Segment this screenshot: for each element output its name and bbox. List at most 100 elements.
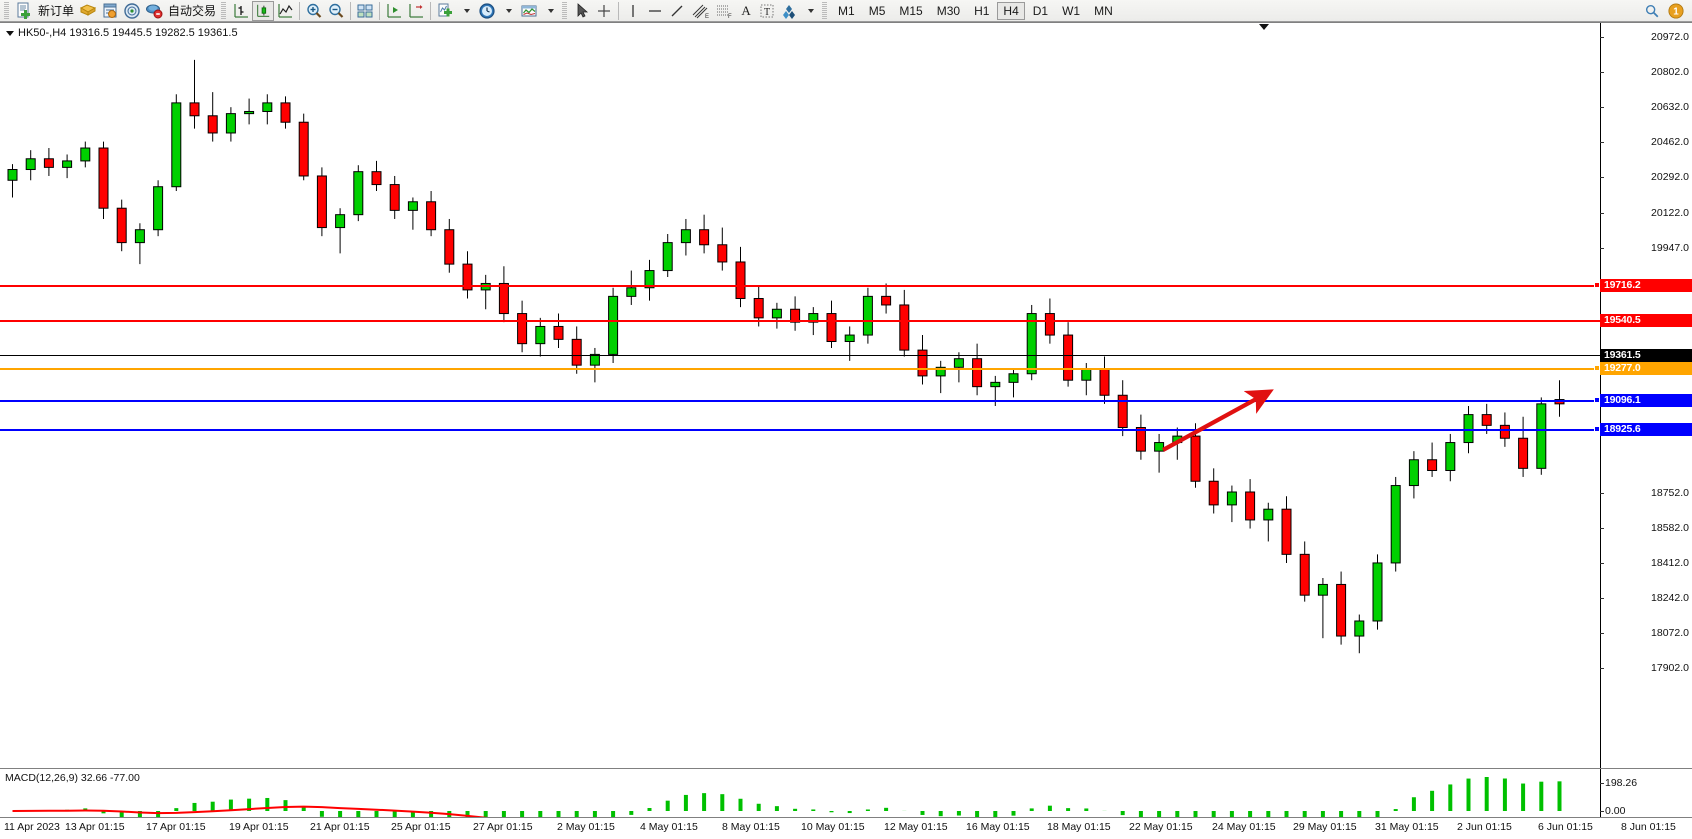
resistance-line-1[interactable] <box>0 285 1600 287</box>
data-window-button[interactable] <box>99 1 121 21</box>
search-button[interactable] <box>1642 1 1662 21</box>
support-line-2[interactable] <box>0 429 1600 431</box>
new-order-button[interactable] <box>13 1 35 21</box>
timeframe-h1[interactable]: H1 <box>974 3 990 18</box>
zoom-in-button[interactable] <box>303 1 325 21</box>
date-axis-label: 22 May 01:15 <box>1129 821 1193 833</box>
support-line-1[interactable] <box>0 400 1600 402</box>
date-axis-label: 25 Apr 01:15 <box>391 821 451 833</box>
text-tool-button[interactable]: A <box>736 1 756 21</box>
toolbar-grip-3[interactable] <box>562 1 568 20</box>
price-tick-dash <box>1600 493 1604 494</box>
cursor-tool-button[interactable] <box>571 1 593 21</box>
tile-windows-button[interactable] <box>354 1 376 21</box>
resistance-line-1-tag[interactable]: 19716.2 <box>1600 279 1692 292</box>
templates-dropdown[interactable] <box>540 1 560 21</box>
price-tick-dash <box>1600 72 1604 73</box>
price-tick-dash <box>1600 177 1604 178</box>
date-axis-label: 29 May 01:15 <box>1293 821 1357 833</box>
vertical-line-tool-button[interactable] <box>622 1 644 21</box>
timeframe-m1[interactable]: M1 <box>838 3 855 18</box>
timeframe-d1[interactable]: D1 <box>1032 3 1049 18</box>
candlestick-chart-button[interactable] <box>252 0 275 21</box>
pivot-line-tag[interactable]: 19277.0 <box>1600 362 1692 375</box>
notification-button[interactable]: 1 <box>1666 1 1686 21</box>
collapse-triangle-icon[interactable] <box>6 30 14 36</box>
crosshair-tool-button[interactable] <box>593 1 615 21</box>
zoom-out-button[interactable] <box>325 1 347 21</box>
price-axis[interactable]: 20972.0 20802.0 20632.0 20462.0 20292.0 20122… <box>1600 23 1692 768</box>
bar-chart-icon <box>234 3 249 18</box>
timeframe-m30[interactable]: M30 <box>936 3 961 18</box>
text-label-tool-button[interactable]: T <box>756 1 778 21</box>
toolbar-grip-2[interactable] <box>221 1 227 20</box>
price-tick-dash <box>1600 633 1604 634</box>
current-price-line <box>0 355 1600 356</box>
add-indicator-dropdown[interactable] <box>456 1 476 21</box>
shapes-dropdown[interactable] <box>800 1 820 21</box>
expert-advisors-button[interactable] <box>77 1 99 21</box>
price-tick-dash <box>1600 668 1604 669</box>
timeframe-w1[interactable]: W1 <box>1062 3 1081 18</box>
price-tick-dash <box>1600 563 1604 564</box>
date-axis-label: 4 May 01:15 <box>640 821 698 833</box>
support-line-1-tag[interactable]: 19096.1 <box>1600 394 1692 407</box>
equidistant-channel-tool-button[interactable]: E <box>688 1 712 21</box>
date-axis-label: 19 Apr 01:15 <box>229 821 289 833</box>
timeframe-m5[interactable]: M5 <box>868 3 886 18</box>
current-price-line-tag[interactable]: 19361.5 <box>1600 349 1692 362</box>
date-axis-label: 8 May 01:15 <box>722 821 780 833</box>
chart-shift-button[interactable] <box>405 1 427 21</box>
resistance-line-2-tag[interactable]: 19540.5 <box>1600 314 1692 327</box>
support-line-2-tag[interactable]: 18925.6 <box>1600 423 1692 436</box>
toolbar-grip[interactable] <box>4 1 9 20</box>
date-axis-label: 8 Jun 01:15 <box>1621 821 1676 833</box>
pivot-line[interactable] <box>0 368 1600 370</box>
line-chart-icon <box>278 3 293 18</box>
symbol-ohlc-label: HK50-,H4 19316.5 19445.5 19282.5 19361.5 <box>6 27 238 39</box>
chart-area[interactable]: HK50-,H4 19316.5 19445.5 19282.5 19361.5 <box>0 22 1692 839</box>
new-order-label-wrap[interactable]: 新订单 <box>35 1 77 21</box>
add-indicator-button[interactable] <box>434 1 456 21</box>
autotrading-label: 自动交易 <box>168 4 217 18</box>
templates-button[interactable] <box>518 1 540 21</box>
resistance-line-2[interactable] <box>0 320 1600 322</box>
price-plot[interactable]: HK50-,H4 19316.5 19445.5 19282.5 19361.5 <box>0 23 1600 768</box>
folder-gold-icon <box>79 3 97 16</box>
macd-tick-dash <box>1600 811 1604 812</box>
timeframe-mn[interactable]: MN <box>1094 3 1113 18</box>
bar-chart-button[interactable] <box>230 1 252 21</box>
auto-scroll-button[interactable] <box>383 1 405 21</box>
price-tick-label: 20462.0 <box>1651 136 1689 148</box>
resistance-line-1-handle[interactable] <box>1594 282 1600 288</box>
price-tick-dash <box>1600 248 1604 249</box>
price-tick-dash <box>1600 598 1604 599</box>
autotrading-label-wrap[interactable]: 自动交易 <box>165 1 219 21</box>
navigator-button[interactable] <box>121 1 143 21</box>
support-line-2-handle[interactable] <box>1594 426 1600 432</box>
horizontal-line-tool-button[interactable] <box>644 1 666 21</box>
timeframe-m15[interactable]: M15 <box>899 3 923 18</box>
date-axis-label: 17 Apr 01:15 <box>146 821 206 833</box>
svg-text:E: E <box>705 14 709 20</box>
line-chart-button[interactable] <box>274 1 296 21</box>
new-order-label: 新订单 <box>38 4 75 18</box>
date-axis[interactable]: 11 Apr 2023 13 Apr 01:15 17 Apr 01:15 19 Ap… <box>0 817 1692 839</box>
trendline-tool-button[interactable] <box>666 1 688 21</box>
toolbar-separator-1 <box>299 1 301 20</box>
date-axis-label: 21 Apr 01:15 <box>310 821 370 833</box>
support-line-1-handle[interactable] <box>1594 397 1600 403</box>
equidistant-channel-icon: E <box>692 4 709 20</box>
shapes-tool-button[interactable] <box>778 1 800 21</box>
vertical-line-icon <box>632 4 634 17</box>
pivot-line-handle[interactable] <box>1594 365 1600 371</box>
period-button[interactable] <box>476 1 498 21</box>
macd-separator[interactable] <box>0 768 1692 769</box>
price-tick-label: 18412.0 <box>1651 557 1689 569</box>
fibonacci-tool-button[interactable]: F <box>712 1 736 21</box>
autotrading-button[interactable] <box>143 1 165 21</box>
timeframe-h4[interactable]: H4 <box>997 1 1025 20</box>
period-dropdown[interactable] <box>498 1 518 21</box>
price-tick-label: 19947.0 <box>1651 242 1689 254</box>
toolbar-grip-4[interactable] <box>822 1 828 20</box>
